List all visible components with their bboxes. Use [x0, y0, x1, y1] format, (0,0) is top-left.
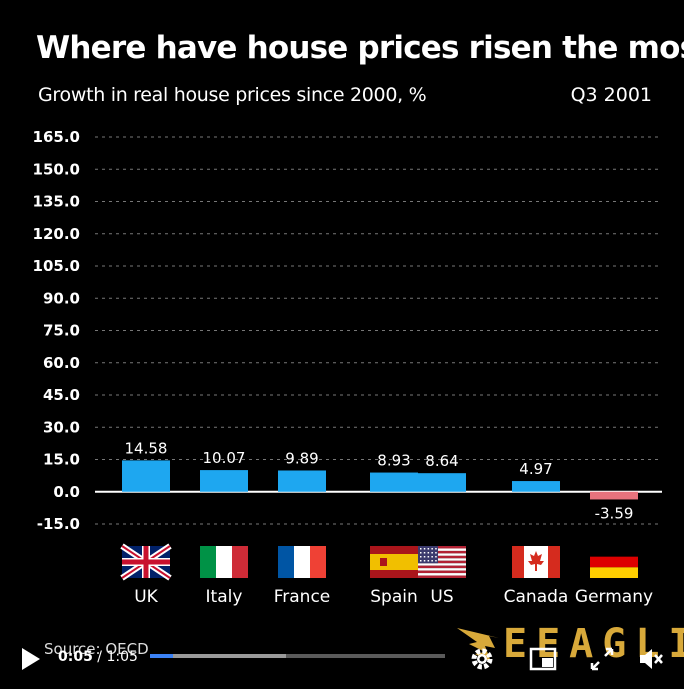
progress-played — [150, 654, 173, 658]
spain-flag-icon — [370, 546, 418, 578]
bar-italy — [200, 470, 248, 492]
category-label: US — [430, 587, 453, 607]
eagle-logo: EEAGLI — [455, 621, 684, 667]
y-tick-label: 90.0 — [43, 289, 80, 307]
value-label: 14.58 — [125, 439, 168, 457]
fullscreen-icon[interactable] — [587, 644, 617, 674]
category-label: Spain — [370, 587, 418, 607]
canada-flag-icon — [512, 546, 560, 578]
y-tick-label: 75.0 — [43, 322, 80, 340]
value-label: 9.89 — [285, 449, 318, 467]
source-note: Source: OECD — [44, 640, 149, 658]
duration: 1:05 — [106, 649, 138, 665]
logo-text: EEAGLI — [503, 621, 684, 667]
y-tick-label: 15.0 — [43, 451, 80, 469]
bar-us — [418, 473, 466, 492]
y-tick-label: 165.0 — [33, 128, 80, 146]
italy-flag-icon — [200, 546, 248, 578]
progress-bar[interactable] — [150, 654, 445, 658]
bar-spain — [370, 472, 418, 492]
value-label: 8.64 — [425, 452, 458, 470]
play-icon[interactable] — [20, 646, 42, 672]
time-separator: / — [92, 649, 107, 665]
value-label: -3.59 — [595, 504, 634, 522]
germany-flag-icon — [590, 546, 638, 578]
us-flag-icon — [418, 546, 466, 578]
category-label: Canada — [504, 587, 569, 607]
y-tick-label: 60.0 — [43, 354, 80, 372]
time-display: 0:05 / 1:05 — [58, 649, 138, 665]
progress-buffered — [150, 654, 286, 658]
y-tick-label: 135.0 — [33, 193, 80, 211]
video-controls: 0:05 / 1:05 — [0, 640, 684, 680]
value-label: 4.97 — [519, 460, 552, 478]
category-label: UK — [134, 587, 158, 607]
bar-germany — [590, 491, 638, 500]
y-tick-label: 150.0 — [33, 160, 80, 178]
chart-subtitle: Growth in real house prices since 2000, … — [38, 84, 427, 106]
eagle-icon — [457, 628, 499, 662]
period-label: Q3 2001 — [570, 84, 652, 106]
category-label: Germany — [575, 587, 653, 607]
france-flag-icon — [278, 546, 326, 578]
settings-gear-icon[interactable] — [467, 644, 497, 674]
y-tick-label: 30.0 — [43, 418, 80, 436]
y-tick-label: 120.0 — [33, 225, 80, 243]
picture-in-picture-icon[interactable] — [528, 644, 558, 674]
y-tick-label: 105.0 — [33, 257, 80, 275]
value-label: 10.07 — [203, 449, 246, 467]
current-time: 0:05 — [58, 649, 93, 665]
y-tick-label: 0.0 — [53, 483, 80, 501]
value-label: 8.93 — [377, 452, 410, 470]
bar-chart: 165.0 150.0 135.0 120.0 105.0 90.0 75.0 60.0 45.… — [33, 128, 662, 607]
category-label: Italy — [206, 587, 243, 607]
bar-canada — [512, 481, 560, 492]
bar-uk — [122, 460, 170, 492]
volume-mute-icon[interactable] — [636, 644, 666, 674]
bar-france — [278, 470, 326, 492]
category-label: France — [274, 587, 331, 607]
uk-flag-icon — [120, 543, 172, 581]
chart-title: Where have house prices risen the most? — [36, 30, 684, 66]
y-tick-label: 45.0 — [43, 386, 80, 404]
y-tick-label: -15.0 — [37, 515, 80, 533]
